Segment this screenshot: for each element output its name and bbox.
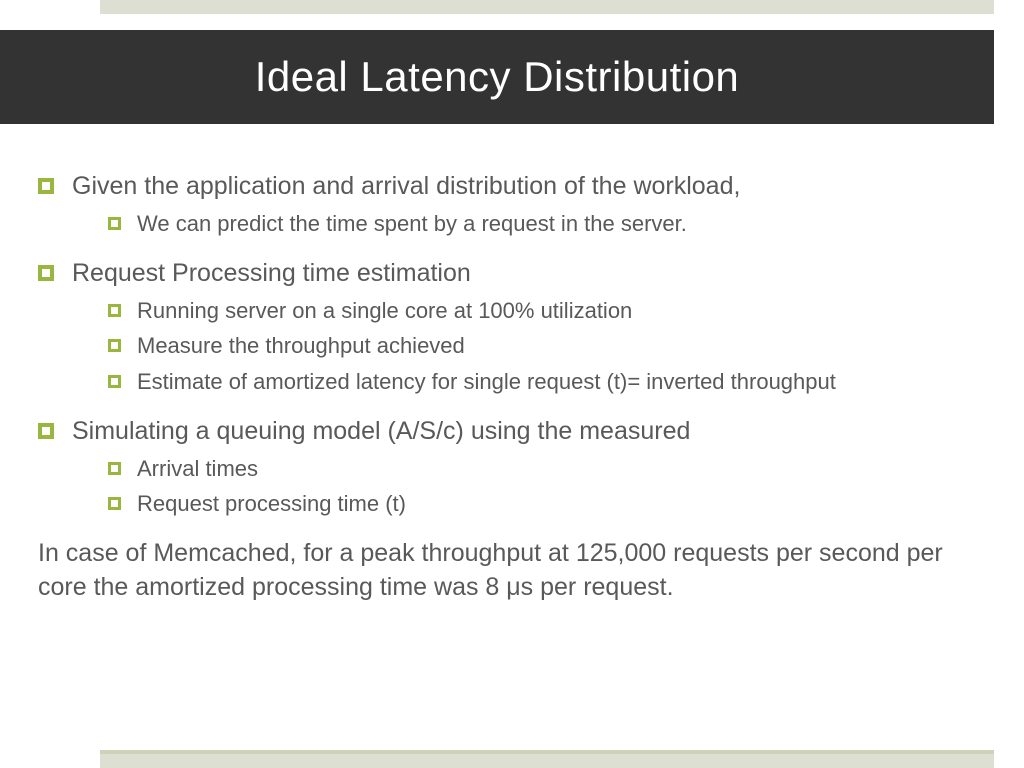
bullet-group: Given the application and arrival distri… (38, 170, 994, 239)
bullet-level2: We can predict the time spent by a reque… (108, 209, 994, 239)
bullet-group: Request Processing time estimation Runni… (38, 257, 994, 397)
bullet-marker-icon (108, 497, 121, 510)
bullet-level2: Request processing time (t) (108, 489, 994, 519)
bullet-marker-icon (108, 375, 121, 388)
bullet-level1: Given the application and arrival distri… (38, 170, 994, 203)
bullet-level2: Running server on a single core at 100% … (108, 296, 994, 326)
footer-paragraph: In case of Memcached, for a peak through… (38, 537, 994, 605)
bullet-text: Simulating a queuing model (A/S/c) using… (72, 415, 690, 448)
bullet-marker-icon (38, 423, 54, 439)
bullet-level2: Measure the throughput achieved (108, 331, 994, 361)
bullet-marker-icon (108, 304, 121, 317)
bullet-level2: Arrival times (108, 454, 994, 484)
bullet-level1: Simulating a queuing model (A/S/c) using… (38, 415, 994, 448)
decor-bottom-bar (100, 750, 994, 768)
title-bar: Ideal Latency Distribution (0, 30, 994, 124)
bullet-marker-icon (108, 217, 121, 230)
bullet-marker-icon (38, 178, 54, 194)
bullet-text: Arrival times (137, 454, 258, 484)
bullet-text: Request processing time (t) (137, 489, 406, 519)
bullet-marker-icon (108, 339, 121, 352)
bullet-text: Measure the throughput achieved (137, 331, 465, 361)
bullet-group: Simulating a queuing model (A/S/c) using… (38, 415, 994, 519)
bullet-text: Given the application and arrival distri… (72, 170, 740, 203)
bullet-marker-icon (108, 462, 121, 475)
bullet-text: Request Processing time estimation (72, 257, 471, 290)
decor-top-bar (100, 0, 994, 14)
slide-title: Ideal Latency Distribution (255, 53, 740, 101)
bullet-level1: Request Processing time estimation (38, 257, 994, 290)
bullet-text: Running server on a single core at 100% … (137, 296, 632, 326)
bullet-level2: Estimate of amortized latency for single… (108, 367, 994, 397)
bullet-text: Estimate of amortized latency for single… (137, 367, 836, 397)
slide-content: Given the application and arrival distri… (38, 170, 994, 605)
bullet-text: We can predict the time spent by a reque… (137, 209, 687, 239)
bullet-marker-icon (38, 265, 54, 281)
